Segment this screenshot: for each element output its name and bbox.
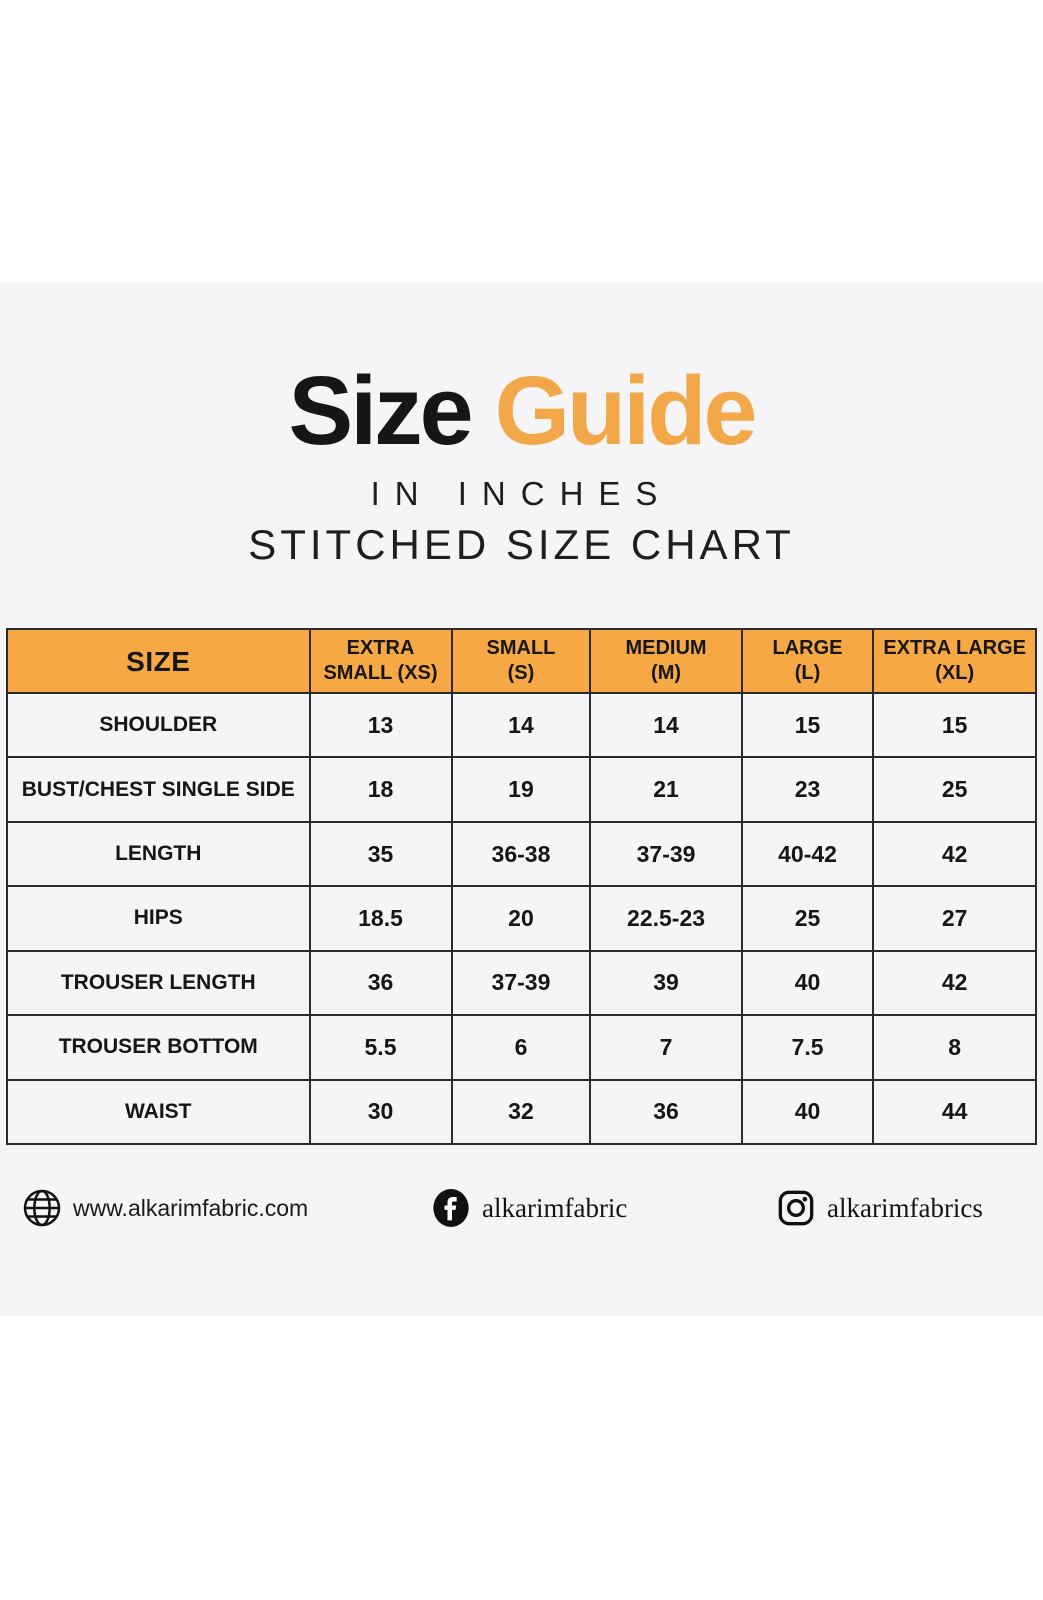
table-cell: 37-39 [589, 820, 743, 888]
table-cell: 15 [872, 691, 1037, 759]
row-label: LENGTH [6, 820, 311, 888]
table-cell: 40 [740, 1078, 875, 1146]
table-cell: 13 [308, 691, 453, 759]
table-cell: 25 [872, 756, 1037, 823]
table-cell: 32 [450, 1078, 592, 1146]
table-cell: 23 [740, 756, 875, 823]
table-cell: 19 [450, 756, 592, 823]
table-cell: 6 [450, 1014, 592, 1081]
column-header: EXTRA LARGE (XL) [872, 628, 1037, 694]
facebook-handle: alkarimfabric [482, 1192, 628, 1223]
footer-facebook: alkarimfabric [431, 1186, 627, 1230]
row-label: SHOULDER [6, 691, 311, 759]
table-cell: 5.5 [308, 1014, 453, 1081]
page-title-black: Size [288, 356, 474, 465]
column-header: SIZE [6, 628, 311, 694]
table-cell: 21 [589, 756, 743, 823]
table-cell: 20 [450, 885, 592, 952]
website-url: www.alkarimfabric.com [73, 1194, 309, 1221]
table-row: HIPS 18.5 20 22.5-23 25 27 [6, 885, 1037, 952]
table-cell: 37-39 [450, 949, 592, 1017]
table-cell: 27 [872, 885, 1037, 952]
row-label: HIPS [6, 885, 311, 952]
table-cell: 7 [589, 1014, 743, 1081]
table-row: BUST/CHEST SINGLE SIDE 18 19 21 23 25 [6, 756, 1037, 823]
table-cell: 18.5 [308, 885, 453, 952]
subtitle-in-inches: IN INCHES [370, 475, 673, 512]
globe-icon [23, 1189, 61, 1227]
column-header: LARGE (L) [740, 628, 875, 694]
table-cell: 40 [740, 949, 875, 1017]
size-chart-table: SIZE EXTRA SMALL (XS) SMALL (S) MEDIUM (M) LARG… [6, 628, 1037, 1146]
table-cell: 42 [872, 820, 1037, 888]
table-cell: 22.5-23 [589, 885, 743, 952]
instagram-icon [778, 1190, 814, 1226]
row-label: TROUSER BOTTOM [6, 1014, 311, 1081]
column-header: MEDIUM (M) [589, 628, 743, 694]
table-cell: 14 [450, 691, 592, 759]
row-label: TROUSER LENGTH [6, 949, 311, 1017]
table-row: TROUSER LENGTH 36 37-39 39 40 42 [6, 949, 1037, 1017]
table-cell: 7.5 [740, 1014, 875, 1081]
size-table-head-row: SIZE EXTRA SMALL (XS) SMALL (S) MEDIUM (M) LARG… [6, 628, 1037, 694]
page-title-orange: Guide [494, 356, 758, 465]
table-cell: 15 [740, 691, 875, 759]
footer-instagram: alkarimfabrics [776, 1186, 983, 1230]
subtitle-stitched-size-chart: STITCHED SIZE CHART [248, 521, 795, 568]
page-title: Size Guide [0, 362, 1043, 459]
table-cell: 36 [589, 1078, 743, 1146]
table-cell: 39 [589, 949, 743, 1017]
table-cell: 35 [308, 820, 453, 888]
table-row: WAIST 30 32 36 40 44 [6, 1078, 1037, 1146]
table-cell: 36 [308, 949, 453, 1017]
column-header: SMALL (S) [450, 628, 592, 694]
footer-website: www.alkarimfabric.com [22, 1186, 308, 1230]
title-block: Size Guide IN INCHES STITCHED SIZE CHART [0, 362, 1043, 569]
table-row: TROUSER BOTTOM 5.5 6 7 7.5 8 [6, 1014, 1037, 1081]
table-cell: 18 [308, 756, 453, 823]
table-cell: 8 [872, 1014, 1037, 1081]
table-cell: 30 [308, 1078, 453, 1146]
instagram-handle: alkarimfabrics [827, 1192, 983, 1223]
table-cell: 42 [872, 949, 1037, 1017]
size-table-body: SHOULDER 13 14 14 15 15 BUST/CHEST SINGLE SIDE… [6, 691, 1037, 1146]
table-cell: 40-42 [740, 820, 875, 888]
facebook-icon [433, 1189, 469, 1227]
table-cell: 36-38 [450, 820, 592, 888]
table-row: LENGTH 35 36-38 37-39 40-42 42 [6, 820, 1037, 888]
table-cell: 14 [589, 691, 743, 759]
column-header: EXTRA SMALL (XS) [308, 628, 453, 694]
row-label: WAIST [6, 1078, 311, 1146]
table-cell: 44 [872, 1078, 1037, 1146]
table-cell: 25 [740, 885, 875, 952]
table-row: SHOULDER 13 14 14 15 15 [6, 691, 1037, 759]
row-label: BUST/CHEST SINGLE SIDE [6, 756, 311, 823]
